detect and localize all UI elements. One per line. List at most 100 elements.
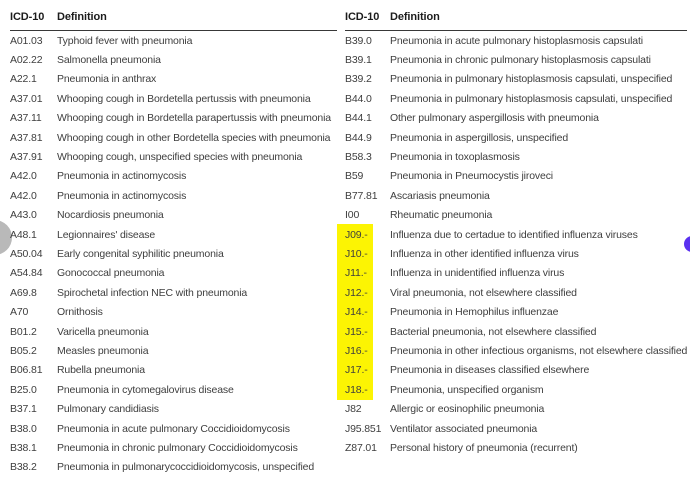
definition-cell: Allergic or eosinophilic pneumonia [390, 403, 545, 416]
column-header-icd10: ICD-10 [10, 8, 57, 31]
definition-cell: Whooping cough in Bordetella pertussis w… [57, 92, 311, 105]
definition-cell: Salmonella pneumonia [57, 54, 161, 67]
definition-cell: Nocardiosis pneumonia [57, 209, 164, 222]
icd10-code-cell: I00 [345, 206, 390, 225]
definition-cell: Pneumonia in chronic pulmonary histoplas… [390, 54, 651, 67]
icd10-code-text: A37.11 [10, 112, 42, 125]
icd10-code-cell: B05.2 [10, 341, 57, 360]
icd10-code-cell: A22.1 [10, 70, 57, 89]
icd10-code-cell: B77.81 [345, 186, 390, 205]
icd10-code-text: J16.- [345, 344, 368, 357]
column-header-definition: Definition [57, 8, 337, 31]
icd10-code-cell: B39.1 [345, 50, 390, 69]
definition-cell: Personal history of pneumonia (recurrent… [390, 441, 578, 454]
icd10-code-cell: B44.0 [345, 89, 390, 108]
table-row: A54.84 Gonococcal pneumonia [10, 264, 337, 283]
icd10-code-text: B39.1 [345, 54, 372, 67]
icd10-code-cell: A43.0 [10, 206, 57, 225]
definition-cell: Gonococcal pneumonia [57, 267, 165, 280]
definition-cell: Pneumonia in aspergillosis, unspecified [390, 131, 569, 144]
table-row: A01.03 Typhoid fever with pneumonia [10, 31, 337, 51]
table-row: J14.- Pneumonia in Hemophilus influenzae [337, 301, 687, 323]
icd10-code-cell: A50.04 [10, 244, 57, 263]
icd10-code-text: B39.0 [345, 34, 372, 47]
definition-cell: Pneumonia in acute pulmonary Coccidioido… [57, 422, 290, 435]
icd10-code-text: J95.851 [345, 422, 382, 435]
edge-indicator-dot[interactable] [684, 236, 690, 252]
table-row: B37.1 Pulmonary candidiasis [10, 399, 337, 418]
icd10-code-cell: A37.91 [10, 147, 57, 166]
definition-cell: Pneumonia in pulmonarycoccidioidomycosis… [57, 461, 315, 474]
table-row: B44.1 Other pulmonary aspergillosis with … [345, 109, 687, 128]
icd10-code-cell-highlighted: J16.- [337, 340, 390, 362]
table-row: J10.- Influenza in other identified influ… [337, 243, 687, 265]
icd10-code-cell: B39.0 [345, 31, 390, 51]
icd10-code-cell: J95.851 [345, 419, 390, 438]
icd10-code-text: A37.81 [10, 131, 43, 144]
icd10-code-text: B77.81 [345, 189, 378, 202]
definition-cell: Other pulmonary aspergillosis with pneum… [390, 112, 599, 125]
definition-cell: Pneumonia in other infectious organisms,… [390, 344, 688, 357]
icd10-code-text: A48.1 [10, 228, 37, 241]
icd10-table-left: ICD-10 Definition A01.03 Typhoid fever wi… [10, 8, 337, 477]
icd10-code-text: A50.04 [10, 247, 43, 260]
definition-cell: Pneumonia in Pneumocystis jiroveci [390, 170, 553, 183]
icd10-code-text: A22.1 [10, 73, 37, 86]
table-row: J12.- Viral pneumonia, not elsewhere clas… [337, 282, 687, 304]
definition-cell: Measles pneumonia [57, 344, 149, 357]
icd10-code-text: J14.- [345, 306, 368, 319]
table-body: A01.03 Typhoid fever with pneumonia A02.22… [10, 31, 337, 477]
definition-cell: Pneumonia in actinomycosis [57, 170, 187, 183]
table-row: B05.2 Measles pneumonia [10, 341, 337, 360]
definition-cell: Pneumonia in anthrax [57, 73, 157, 86]
icd10-code-cell: B37.1 [10, 399, 57, 418]
definition-cell: Influenza due to certadue to identified … [390, 228, 638, 241]
definition-cell: Pneumonia in toxoplasmosis [390, 151, 520, 164]
icd10-code-cell: A01.03 [10, 31, 57, 51]
table-row: A37.81 Whooping cough in other Bordetella… [10, 128, 337, 147]
icd10-code-cell-highlighted: J15.- [337, 321, 390, 343]
icd10-code-cell: A37.11 [10, 109, 57, 128]
definition-cell: Varicella pneumonia [57, 325, 149, 338]
icd10-code-text: B44.9 [345, 131, 372, 144]
table-row: A50.04 Early congenital syphilitic pneumo… [10, 244, 337, 263]
icd10-code-text: Z87.01 [345, 441, 377, 454]
table-row: J16.- Pneumonia in other infectious organ… [337, 340, 688, 362]
icd10-code-text: B38.2 [10, 461, 37, 474]
table-row: B59 Pneumonia in Pneumocystis jiroveci [345, 167, 687, 186]
icd10-code-cell: A02.22 [10, 50, 57, 69]
definition-cell: Spirochetal infection NEC with pneumonia [57, 286, 248, 299]
icd10-code-text: J15.- [345, 325, 368, 338]
icd10-code-text: A69.8 [10, 286, 37, 299]
icd10-code-cell: B58.3 [345, 147, 390, 166]
icd10-code-cell-highlighted: J12.- [337, 282, 390, 304]
table-row: A48.1 Legionnaires' disease [10, 225, 337, 244]
table-row: B39.2 Pneumonia in pulmonary histoplasmos… [345, 70, 687, 89]
icd10-code-cell: A37.01 [10, 89, 57, 108]
icd10-code-text: A37.01 [10, 92, 43, 105]
table-row: A37.91 Whooping cough, unspecified specie… [10, 147, 337, 166]
definition-cell: Pneumonia in pulmonary histoplasmosis ca… [390, 92, 673, 105]
table-row: J15.- Bacterial pneumonia, not elsewhere … [337, 321, 687, 343]
icd10-code-text: B39.2 [345, 73, 372, 86]
table-row: B38.1 Pneumonia in chronic pulmonary Cocc… [10, 438, 337, 457]
definition-cell: Pneumonia in chronic pulmonary Coccidioi… [57, 441, 298, 454]
icd10-code-text: J18.- [345, 383, 368, 396]
icd10-code-cell: B38.1 [10, 438, 57, 457]
definition-cell: Typhoid fever with pneumonia [57, 34, 193, 47]
table-row: A37.01 Whooping cough in Bordetella pertu… [10, 89, 337, 108]
icd10-code-cell: B25.0 [10, 380, 57, 399]
definition-cell: Pneumonia in Hemophilus influenzae [390, 306, 559, 319]
icd10-code-text: A43.0 [10, 209, 37, 222]
table-row: Z87.01 Personal history of pneumonia (rec… [345, 438, 687, 457]
icd10-code-text: J10.- [345, 247, 368, 260]
table-row: J17.- Pneumonia in diseases classified el… [337, 360, 687, 381]
page-nav-circle-left[interactable] [0, 220, 12, 255]
table-row: A43.0 Nocardiosis pneumonia [10, 206, 337, 225]
table-row: I00 Rheumatic pneumonia [345, 206, 687, 225]
icd10-code-text: J09.- [345, 228, 368, 241]
table-row: B44.9 Pneumonia in aspergillosis, unspeci… [345, 128, 687, 147]
icd10-code-text: B25.0 [10, 383, 37, 396]
icd10-code-cell-highlighted: J10.- [337, 243, 390, 265]
icd10-code-cell: A69.8 [10, 283, 57, 302]
